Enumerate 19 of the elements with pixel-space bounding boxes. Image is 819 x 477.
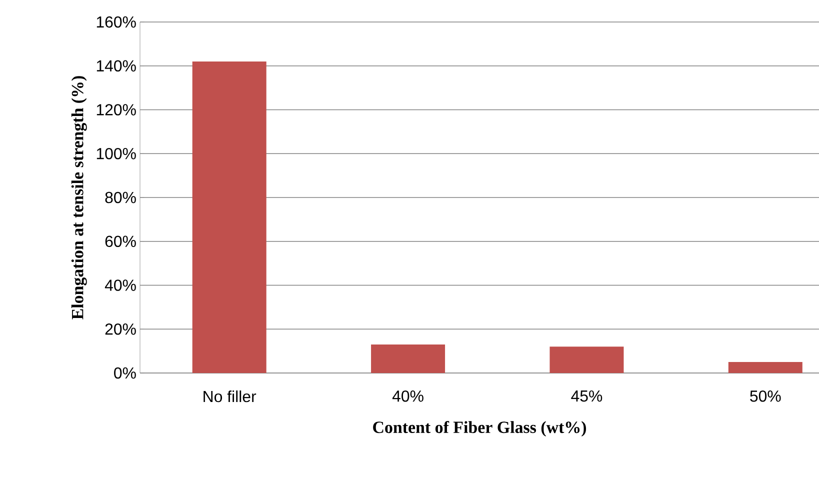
y-tick-label: 40% — [104, 280, 136, 291]
y-tick-label: 160% — [96, 16, 136, 28]
y-tick-label: 60% — [105, 236, 136, 248]
bar — [371, 344, 446, 373]
x-tick-label: 50% — [750, 390, 781, 402]
x-tick-label: No filler — [204, 390, 256, 402]
y-tick-label: 140% — [96, 60, 136, 72]
y-tick-label: 0% — [114, 367, 136, 379]
x-tick-label: 45% — [571, 390, 602, 402]
x-tick-label: 40% — [392, 390, 424, 402]
y-tick-label: 120% — [96, 104, 136, 116]
y-tick-label: 20% — [105, 323, 136, 335]
y-axis-title: Elongation at tensile strength (%) — [71, 76, 87, 320]
bar — [550, 346, 624, 373]
bar — [728, 362, 802, 373]
y-tick-label: 100% — [96, 148, 136, 160]
y-tick-label: 80% — [105, 192, 136, 204]
x-axis-title: Content of Fiber Glass (wt%) — [373, 420, 586, 437]
bar — [192, 61, 266, 373]
